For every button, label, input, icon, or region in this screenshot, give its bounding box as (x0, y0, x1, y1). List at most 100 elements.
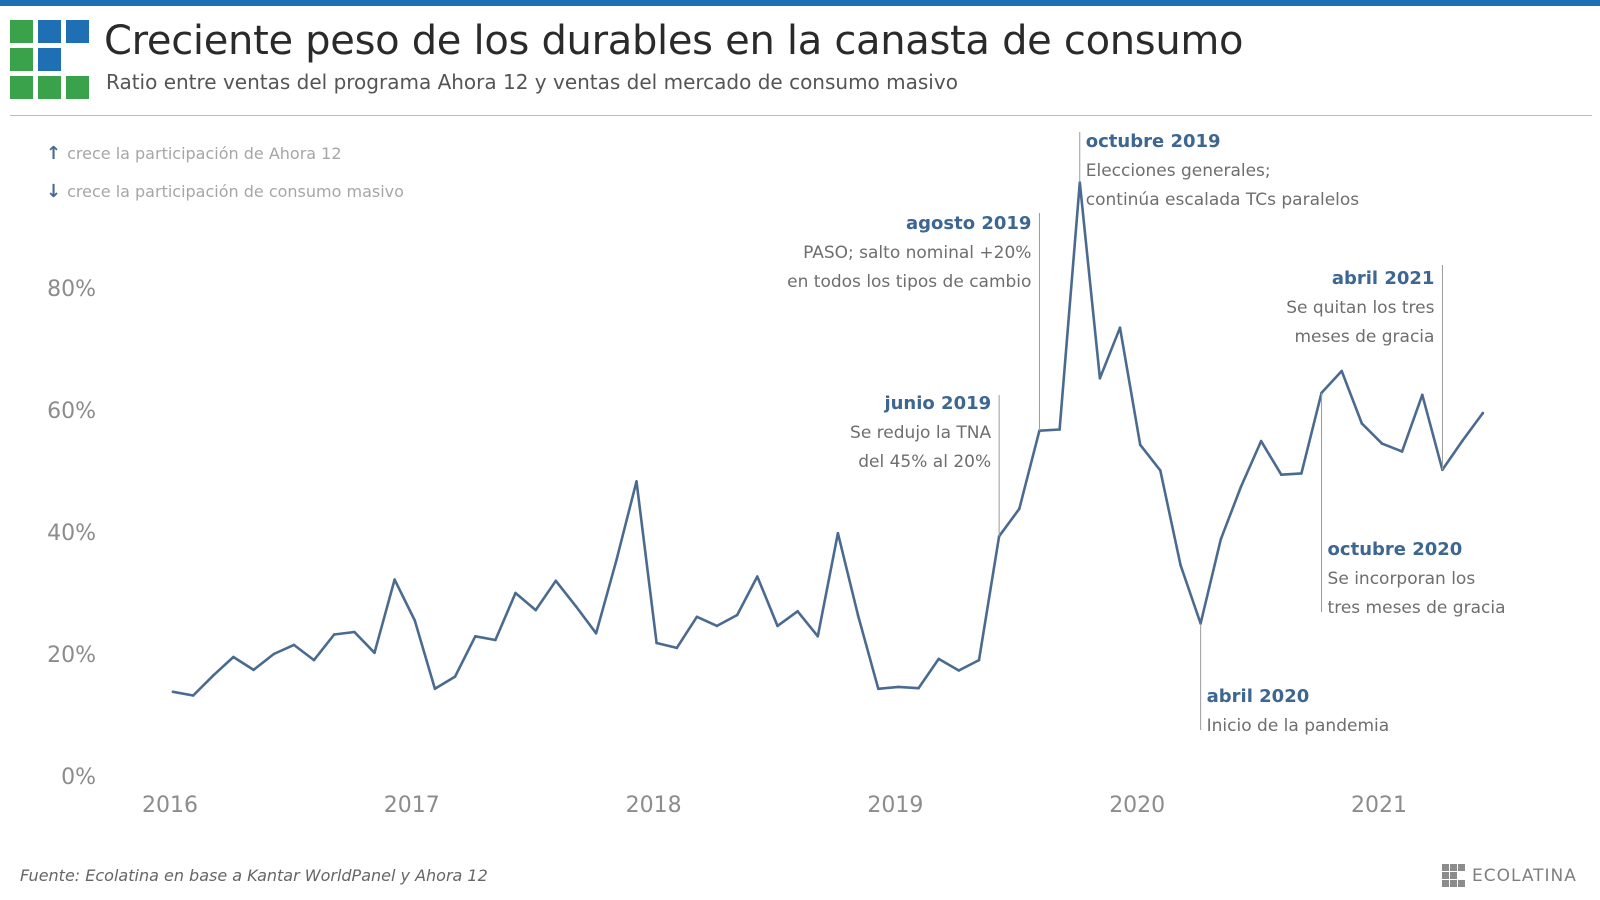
data-point (292, 643, 296, 647)
data-point (1360, 422, 1364, 425)
annotation-text: Se incorporan los (1328, 569, 1476, 589)
legend-up: ↑ crece la participación de Ahora 12 (46, 143, 342, 164)
x-tick-label: 2021 (1351, 793, 1407, 818)
data-point (897, 685, 900, 689)
data-point (433, 687, 437, 691)
data-point (232, 655, 235, 659)
data-point (252, 668, 255, 672)
y-tick-label: 0% (61, 765, 96, 790)
data-point (574, 605, 578, 608)
data-point (776, 624, 779, 628)
data-point (1441, 468, 1444, 472)
data-point (997, 535, 1001, 538)
ecolatina-logo-icon (10, 20, 90, 100)
data-point (1421, 393, 1424, 397)
chart-title: Creciente peso de los durables en la can… (104, 18, 1244, 64)
annotation-text: del 45% al 20% (858, 452, 991, 472)
data-point (937, 657, 940, 661)
data-point (413, 619, 417, 622)
legend-up-text: crece la participación de Ahora 12 (67, 144, 342, 163)
data-point (1280, 473, 1283, 477)
top-accent-bar (0, 0, 1600, 6)
annotation-title: octubre 2019 (1086, 131, 1221, 152)
data-point (171, 690, 175, 694)
source-note: Fuente: Ecolatina en base a Kantar World… (20, 866, 488, 885)
data-point (1481, 411, 1485, 415)
annotation-text: Se quitan los tres (1286, 298, 1434, 318)
data-point (1118, 326, 1122, 330)
data-point (816, 635, 820, 638)
data-point (977, 658, 981, 662)
annotation-text: tres meses de gracia (1328, 598, 1506, 618)
data-point (1340, 369, 1343, 373)
data-point (1138, 443, 1142, 447)
annotation-text: meses de gracia (1295, 327, 1435, 347)
annotation-title: abril 2021 (1332, 268, 1435, 289)
data-point (917, 686, 920, 690)
data-point (453, 675, 457, 678)
y-tick-label: 80% (47, 277, 96, 302)
data-point (1400, 450, 1404, 453)
data-point (332, 633, 336, 636)
legend-down: ↓ crece la participación de consumo masiv… (46, 181, 404, 202)
data-point (635, 480, 638, 483)
header-divider (10, 115, 1592, 116)
data-point (474, 635, 477, 638)
data-point (393, 578, 396, 581)
annotation-title: octubre 2020 (1328, 539, 1463, 560)
data-point (554, 579, 558, 583)
data-point (1219, 538, 1223, 541)
data-point (191, 694, 195, 697)
data-point (655, 641, 658, 645)
annotation-text: PASO; salto nominal +20% (803, 243, 1031, 263)
arrow-down-icon: ↓ (46, 181, 62, 202)
data-point (796, 610, 799, 613)
data-point (675, 646, 679, 650)
data-point (1259, 439, 1263, 443)
annotation-title: abril 2020 (1207, 686, 1310, 707)
x-tick-label: 2019 (867, 793, 923, 818)
data-point (695, 615, 699, 619)
arrow-up-icon: ↑ (46, 143, 62, 164)
data-point (735, 613, 739, 617)
data-point (1239, 485, 1243, 489)
series-line (171, 181, 1485, 697)
data-point (373, 651, 376, 655)
data-point (1179, 563, 1182, 567)
data-point (615, 559, 618, 562)
annotation-text: continúa escalada TCs paralelos (1086, 190, 1360, 210)
data-point (715, 624, 719, 628)
data-point (534, 608, 537, 612)
data-point (1320, 391, 1323, 395)
annotation-text: en todos los tipos de cambio (787, 272, 1031, 292)
y-tick-label: 60% (47, 399, 96, 424)
brand-name: ECOLATINA (1472, 866, 1577, 886)
data-point (856, 614, 860, 617)
data-point (212, 674, 215, 677)
x-tick-label: 2020 (1109, 793, 1165, 818)
y-tick-label: 20% (47, 643, 96, 668)
annotation-title: junio 2019 (883, 393, 991, 414)
data-point (353, 630, 356, 634)
annotation-text: Inicio de la pandemia (1207, 716, 1390, 736)
legend-down-text: crece la participación de consumo masivo (67, 182, 404, 201)
data-point (756, 575, 759, 578)
x-tick-label: 2017 (384, 793, 440, 818)
data-point (272, 652, 276, 656)
data-point (514, 591, 517, 595)
data-point (1300, 472, 1303, 475)
data-point (494, 638, 497, 642)
brand-grid-icon (1442, 864, 1466, 888)
data-point (1058, 428, 1061, 431)
x-tick-label: 2016 (142, 793, 198, 818)
x-tick-label: 2018 (626, 793, 682, 818)
data-point (836, 531, 840, 535)
annotation-title: agosto 2019 (906, 213, 1031, 234)
data-point (957, 669, 961, 672)
chart-subtitle: Ratio entre ventas del programa Ahora 12… (106, 70, 958, 94)
annotation-text: Se redujo la TNA (850, 423, 991, 443)
data-point (594, 632, 598, 635)
data-point (1159, 469, 1162, 472)
data-point (1078, 181, 1082, 184)
